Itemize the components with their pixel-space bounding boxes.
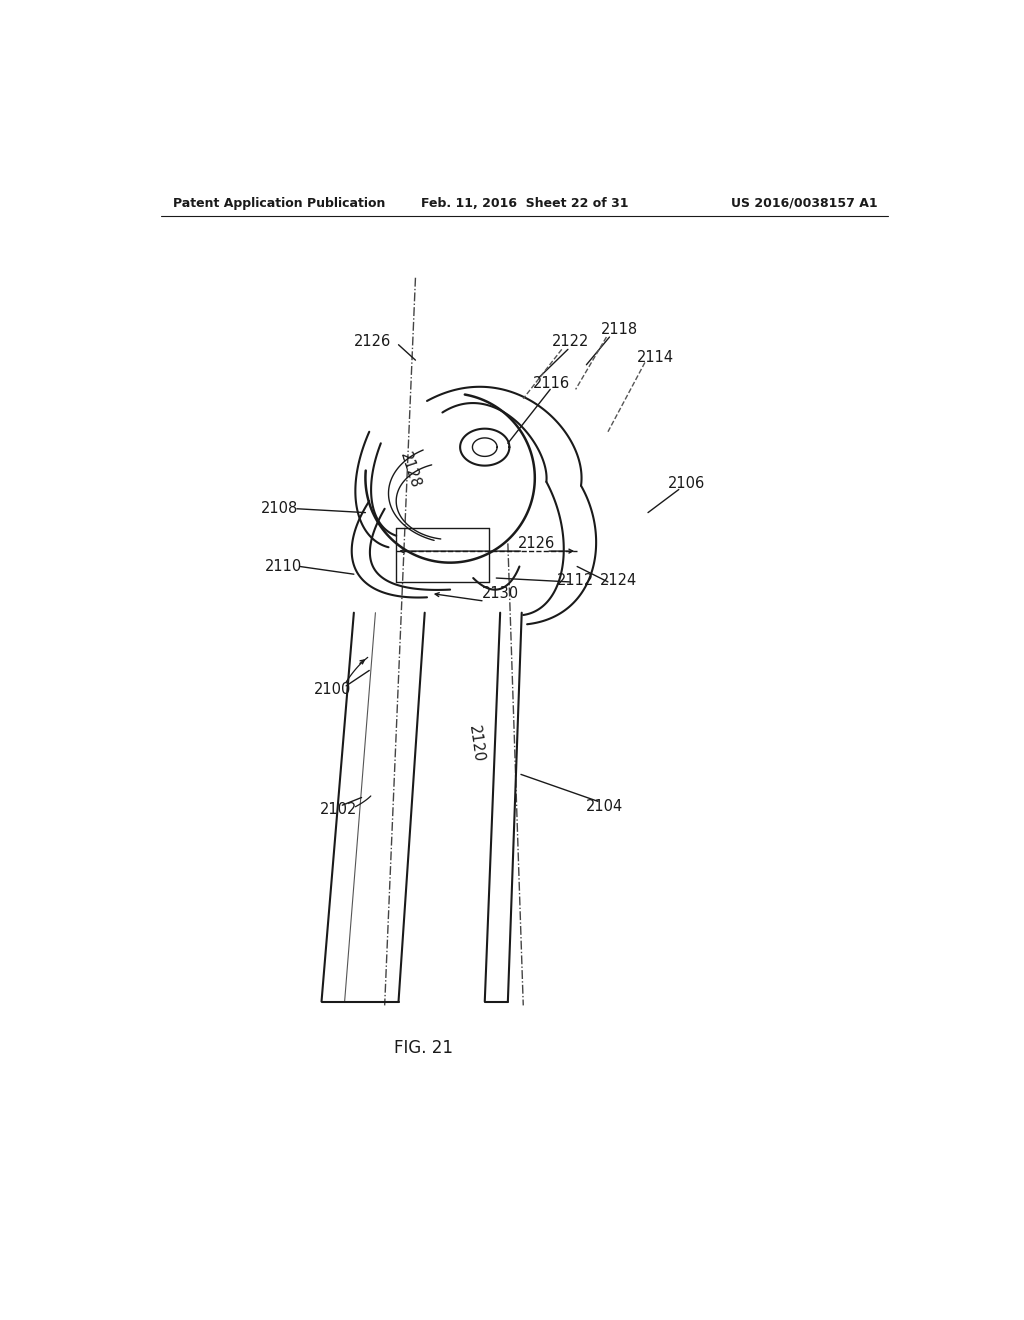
Text: FIG. 21: FIG. 21	[393, 1039, 453, 1057]
Text: 2122: 2122	[552, 334, 589, 350]
Text: 2130: 2130	[481, 586, 519, 601]
Text: 2110: 2110	[264, 558, 302, 574]
Text: 2116: 2116	[534, 376, 570, 391]
Text: 2100: 2100	[313, 682, 351, 697]
Text: 2102: 2102	[319, 801, 357, 817]
Text: 2126: 2126	[518, 536, 555, 550]
Text: 2112: 2112	[557, 573, 594, 587]
Text: 2120: 2120	[466, 725, 485, 763]
Text: 2108: 2108	[260, 502, 298, 516]
Text: 2104: 2104	[586, 799, 623, 814]
Text: 2124: 2124	[600, 573, 637, 587]
Text: Patent Application Publication: Patent Application Publication	[173, 197, 385, 210]
Text: 2114: 2114	[637, 350, 674, 364]
Text: US 2016/0038157 A1: US 2016/0038157 A1	[731, 197, 878, 210]
Text: 2106: 2106	[668, 475, 706, 491]
Text: 2126: 2126	[353, 334, 391, 350]
Text: 2118: 2118	[601, 322, 638, 337]
Text: 2128: 2128	[397, 450, 423, 490]
Text: Feb. 11, 2016  Sheet 22 of 31: Feb. 11, 2016 Sheet 22 of 31	[421, 197, 629, 210]
